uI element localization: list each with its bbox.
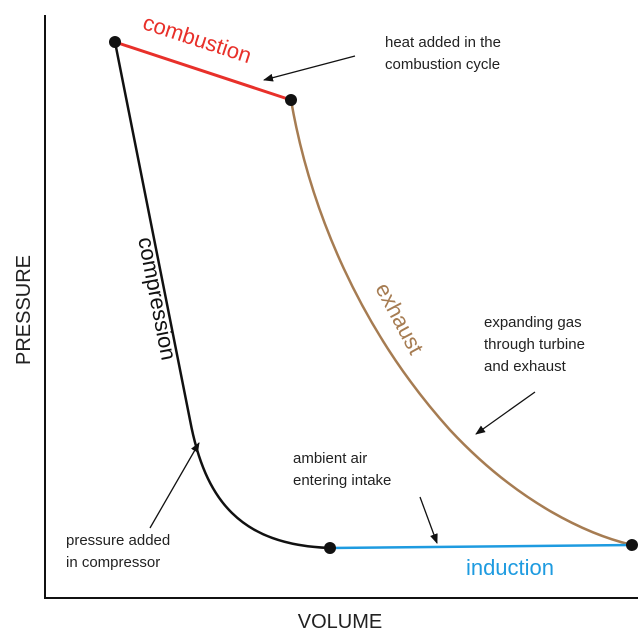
annotation-line: entering intake: [293, 472, 391, 489]
annotation-line: and exhaust: [484, 358, 567, 375]
state-point: [285, 94, 297, 106]
arrow: [475, 391, 536, 435]
x-axis-label: VOLUME: [298, 611, 382, 633]
annotations: heat added in the combustion cycle expandi…: [66, 34, 585, 571]
combustion-label: combustion: [140, 10, 255, 69]
state-point: [324, 542, 336, 554]
induction-label: induction: [466, 555, 554, 580]
annotation-line: heat added in the: [385, 34, 501, 51]
axes: [44, 15, 638, 599]
compression-label: compression: [133, 235, 181, 362]
annotation-line: combustion cycle: [385, 56, 500, 73]
annotation-line: in compressor: [66, 554, 160, 571]
annotation-line: expanding gas: [484, 314, 582, 331]
exhaust-curve: [289, 99, 633, 547]
state-point: [109, 36, 121, 48]
annotation-line: through turbine: [484, 336, 585, 353]
state-point: [626, 539, 638, 551]
arrow: [419, 496, 438, 544]
exhaust-label: exhaust: [370, 279, 428, 359]
induction-line: [329, 543, 633, 550]
arrow: [149, 442, 200, 529]
combustion-line: [114, 40, 292, 102]
arrow: [263, 55, 356, 82]
compression-curve: [113, 41, 331, 550]
annotation-line: pressure added: [66, 532, 170, 549]
y-axis-label: PRESSURE: [13, 255, 35, 365]
annotation-line: ambient air: [293, 450, 367, 467]
